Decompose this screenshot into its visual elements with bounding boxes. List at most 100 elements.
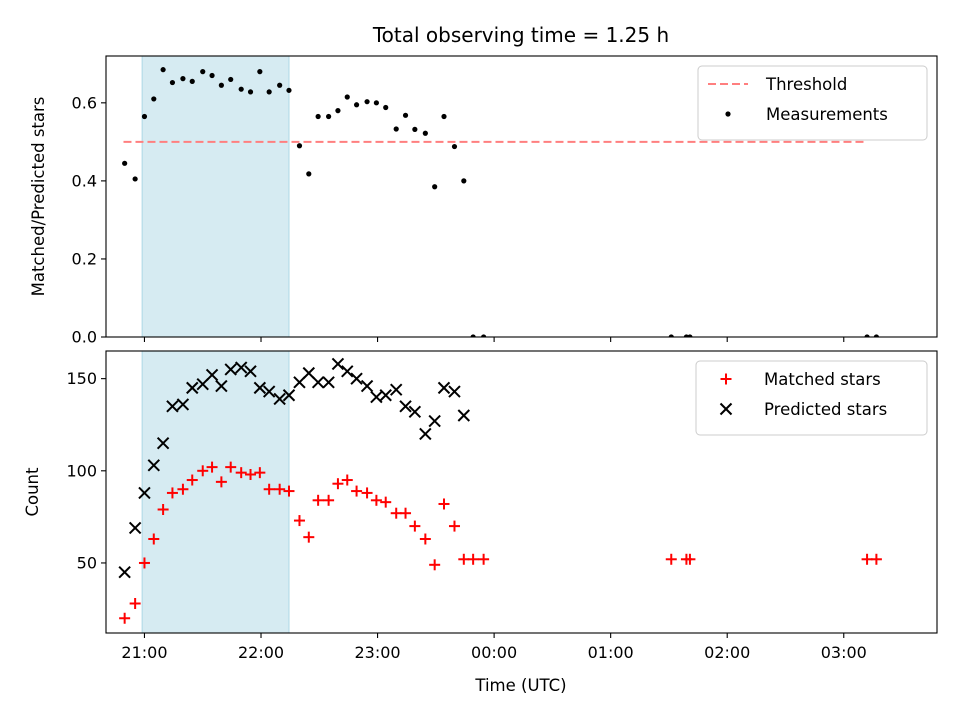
marker-stroke	[370, 390, 383, 404]
data-point	[419, 533, 431, 545]
panels: 0.0 0.2 0.4 0.6 Matched/Predicted stars Thres…	[23, 55, 938, 662]
legend-label: Matched stars	[764, 370, 881, 389]
data-point	[370, 494, 382, 506]
data-point	[437, 381, 451, 395]
data-point	[245, 468, 257, 480]
data-point	[419, 427, 432, 441]
legend-counts: Matched stars Predicted stars	[695, 360, 928, 436]
data-point	[408, 405, 422, 419]
data-point	[118, 565, 131, 579]
data-point	[166, 400, 179, 413]
data-point	[873, 334, 879, 337]
panel-ratio: 0.0 0.2 0.4 0.6 Matched/Predicted stars Thres…	[29, 55, 938, 347]
data-point	[470, 334, 476, 337]
marker-stroke	[719, 402, 733, 416]
x-axis-label: Time (UTC)	[474, 676, 566, 695]
data-point	[303, 531, 315, 543]
data-point	[160, 67, 166, 73]
data-point	[234, 361, 248, 374]
data-point	[373, 100, 379, 106]
marker-stroke	[448, 385, 461, 398]
legend-label: Predicted stars	[764, 400, 887, 419]
data-point	[350, 372, 363, 385]
data-point	[225, 461, 237, 473]
legend-box	[695, 360, 928, 436]
data-point	[448, 385, 461, 398]
data-point	[458, 553, 470, 565]
series-predicted-stars	[118, 357, 471, 579]
data-point	[399, 400, 412, 413]
data-point	[668, 334, 674, 337]
data-point	[119, 612, 131, 624]
observing-window-span	[141, 55, 290, 338]
y-tick-label: 0.6	[72, 93, 97, 112]
data-point	[870, 553, 882, 565]
x-tick-label: 03:00	[821, 643, 867, 662]
marker-stroke	[128, 521, 142, 535]
data-point	[665, 553, 677, 565]
data-point	[432, 184, 438, 190]
data-point	[138, 557, 150, 569]
data-point	[293, 515, 305, 527]
data-point	[186, 381, 199, 395]
markers-ratio	[122, 67, 879, 337]
marker-stroke	[186, 381, 199, 395]
marker-stroke	[390, 383, 403, 396]
y-tick-label: 100	[66, 461, 97, 480]
data-point	[687, 334, 693, 337]
data-point	[197, 465, 209, 477]
marker-stroke	[419, 427, 432, 441]
data-point	[273, 392, 286, 406]
marker-stroke	[399, 400, 412, 413]
marker-stroke	[262, 385, 276, 398]
data-point	[238, 86, 244, 92]
data-point	[380, 496, 392, 508]
x-tick-label: 00:00	[471, 643, 517, 662]
marker-stroke	[457, 409, 471, 422]
data-point	[132, 176, 138, 182]
data-point	[448, 520, 460, 532]
data-point	[224, 363, 237, 376]
data-point	[254, 467, 266, 479]
data-point	[209, 72, 215, 79]
data-point	[390, 507, 402, 519]
data-point	[296, 143, 303, 149]
data-point	[228, 76, 234, 83]
data-point	[684, 553, 696, 565]
data-point	[169, 79, 176, 86]
data-point	[353, 102, 360, 108]
data-point	[177, 483, 189, 495]
data-point	[262, 385, 276, 398]
marker-stroke	[166, 400, 179, 413]
data-point	[323, 494, 335, 506]
data-point	[302, 366, 316, 380]
marker-stroke	[379, 389, 392, 402]
data-point	[461, 178, 467, 184]
marker-stroke	[408, 405, 422, 419]
x-tick-label: 21:00	[121, 643, 167, 662]
x-tick-label: 02:00	[704, 643, 750, 662]
data-point	[438, 498, 450, 510]
data-point	[312, 494, 324, 506]
marker-stroke	[147, 459, 160, 472]
data-point	[383, 104, 389, 111]
marker-stroke	[322, 376, 335, 389]
data-point	[344, 94, 350, 100]
observing-window-span	[141, 350, 290, 634]
legend-box	[697, 65, 928, 141]
data-point	[180, 76, 186, 82]
legend-ratio: Threshold Measurements	[697, 65, 928, 141]
data-point	[122, 160, 128, 166]
data-point	[166, 487, 178, 499]
data-point	[379, 389, 392, 402]
plot-frame	[105, 350, 938, 634]
data-point	[864, 334, 870, 337]
data-point	[235, 467, 247, 479]
marker-stroke	[293, 376, 306, 389]
data-point	[409, 520, 421, 532]
data-point	[428, 414, 441, 428]
data-point	[218, 82, 224, 88]
data-point	[467, 553, 479, 565]
data-point	[286, 87, 292, 93]
data-point	[332, 478, 344, 490]
